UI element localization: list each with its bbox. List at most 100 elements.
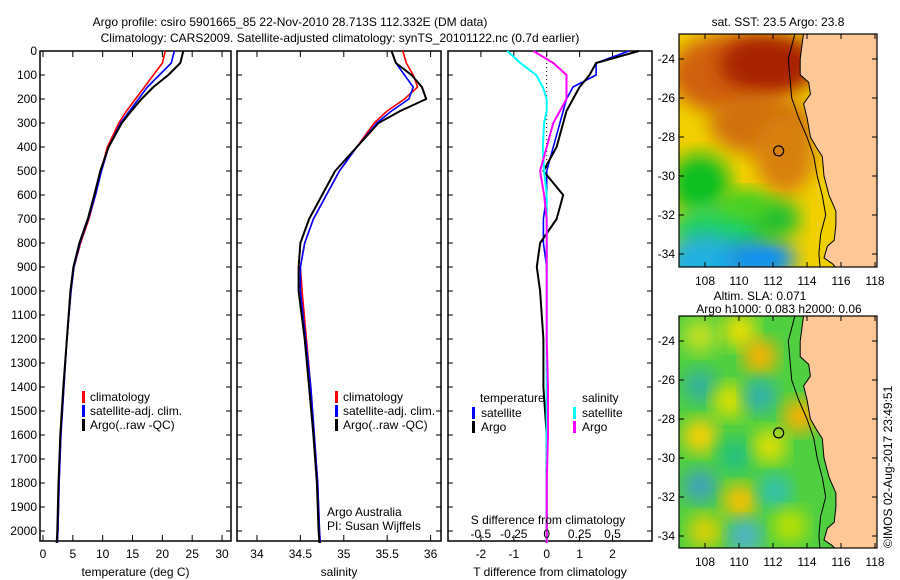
x-tick-label: 30 (215, 547, 229, 561)
x-tick-label: 114 (797, 274, 816, 288)
y-tick-label: -26 (658, 373, 676, 387)
sla-region (683, 319, 717, 353)
x-tick-label: 10 (96, 547, 110, 561)
y-tick-label: -30 (658, 451, 676, 465)
series-line-satellite (542, 50, 630, 543)
y-tick-label: 1600 (10, 428, 37, 442)
sla_map-image (679, 316, 877, 548)
series-line-argo---raw--qc- (55, 50, 185, 544)
sla-region (753, 429, 787, 463)
y-tick-label: 500 (17, 164, 37, 178)
difference-axes-frame (447, 50, 653, 542)
x-tick-label: 0 (543, 547, 550, 561)
y-tick-label: 600 (17, 188, 37, 202)
title-line-2: Climatology: CARS2009. Satellite-adjuste… (101, 31, 580, 45)
legend-label: Argo(..raw -QC) (343, 418, 428, 432)
legend-swatch (472, 407, 475, 419)
annotation-text: PI: Susan Wijffels (327, 519, 421, 533)
legend-label: satellite-adj. clim. (343, 404, 435, 418)
x-tick-label: 110 (729, 274, 748, 288)
sla-region (728, 519, 762, 548)
series-line-satellite (506, 50, 548, 543)
sla-region (743, 379, 777, 413)
y-tick-label: 1400 (10, 380, 37, 394)
sla_map-frame (678, 315, 878, 549)
sst-region (679, 154, 730, 214)
y-tick-label: 1500 (10, 404, 37, 418)
credit-text: ©IMOS 02-Aug-2017 23:49:51 (881, 385, 895, 548)
x2-tick-label: 0.5 (604, 527, 621, 541)
y-tick-label: 1700 (10, 452, 37, 466)
series-line-satellite-adj--clim- (299, 50, 415, 544)
sla-region (683, 469, 717, 503)
y-tick-label: 700 (17, 212, 37, 226)
x-tick-label: 114 (797, 555, 816, 569)
series-line-argo (532, 50, 568, 543)
argo-position-marker (773, 427, 785, 439)
x-tick-label: 118 (865, 274, 884, 288)
y-tick-label: 1200 (10, 332, 37, 346)
sla-region (718, 439, 752, 473)
legend-swatch (335, 391, 338, 403)
salinity-axes-frame (236, 50, 442, 542)
legend-swatch (573, 407, 576, 419)
series-line-argo---raw--qc- (297, 50, 428, 544)
x-tick-label: 34 (250, 547, 264, 561)
sst-region (720, 34, 820, 94)
sst_map-frame (678, 33, 878, 268)
y-tick-label: -34 (658, 529, 676, 543)
sst-region (720, 189, 770, 219)
y-tick-label: -32 (658, 208, 676, 222)
sla-region (723, 316, 757, 348)
y-tick-label: -34 (658, 247, 676, 261)
x2-tick-label: 0.25 (568, 527, 592, 541)
x-tick-label: 36 (424, 547, 438, 561)
legend-header: temperature (480, 391, 545, 405)
land-mask (799, 34, 877, 267)
y-tick-label: 1800 (10, 476, 37, 490)
x-tick-label: 1 (576, 547, 583, 561)
y-tick-label: 1100 (11, 308, 37, 322)
legend-swatch (82, 419, 85, 431)
series-line-climatology (299, 50, 419, 544)
x-tick-label: 118 (865, 555, 884, 569)
legend-swatch (335, 405, 338, 417)
legend-swatch (573, 421, 576, 433)
y-tick-label: -24 (658, 52, 676, 66)
x-tick-label: 108 (695, 274, 715, 288)
y-tick-label: 100 (17, 68, 37, 82)
y-tick-label: 0 (30, 44, 37, 58)
x-tick-label: 108 (695, 555, 715, 569)
x-tick-label: 116 (831, 274, 850, 288)
isobath-contour (787, 316, 827, 548)
x-tick-label: 34.5 (289, 547, 313, 561)
sla-region (723, 484, 757, 518)
legend-label: Argo (582, 420, 608, 434)
y-tick-label: 2000 (10, 524, 37, 538)
legend-header: salinity (582, 391, 619, 405)
x2-tick-label: -0.5 (471, 527, 492, 541)
x-tick-label: -1 (508, 547, 519, 561)
sla-region (688, 514, 722, 548)
sst-map-title: sat. SST: 23.5 Argo: 23.8 (712, 15, 845, 29)
legend-label: satellite (582, 406, 623, 420)
legend-swatch (472, 421, 475, 433)
x-axis-label: T difference from climatology (473, 565, 627, 579)
x-axis-label: salinity (321, 565, 358, 579)
argo-position-marker (773, 145, 785, 157)
legend-label: satellite (481, 406, 522, 420)
x-tick-label: 0 (40, 547, 47, 561)
y-tick-label: 800 (17, 236, 37, 250)
sla-region (758, 474, 792, 508)
y-tick-label: -30 (658, 169, 676, 183)
temperature-axes-frame (39, 50, 232, 542)
x-tick-label: 112 (763, 274, 782, 288)
legend-label: climatology (343, 390, 403, 404)
legend-swatch (82, 391, 85, 403)
legend-label: Argo (481, 420, 507, 434)
x-tick-label: 116 (831, 555, 850, 569)
y-tick-label: -26 (658, 91, 676, 105)
sla-region (773, 509, 807, 543)
x2-tick-label: -0.25 (500, 527, 528, 541)
